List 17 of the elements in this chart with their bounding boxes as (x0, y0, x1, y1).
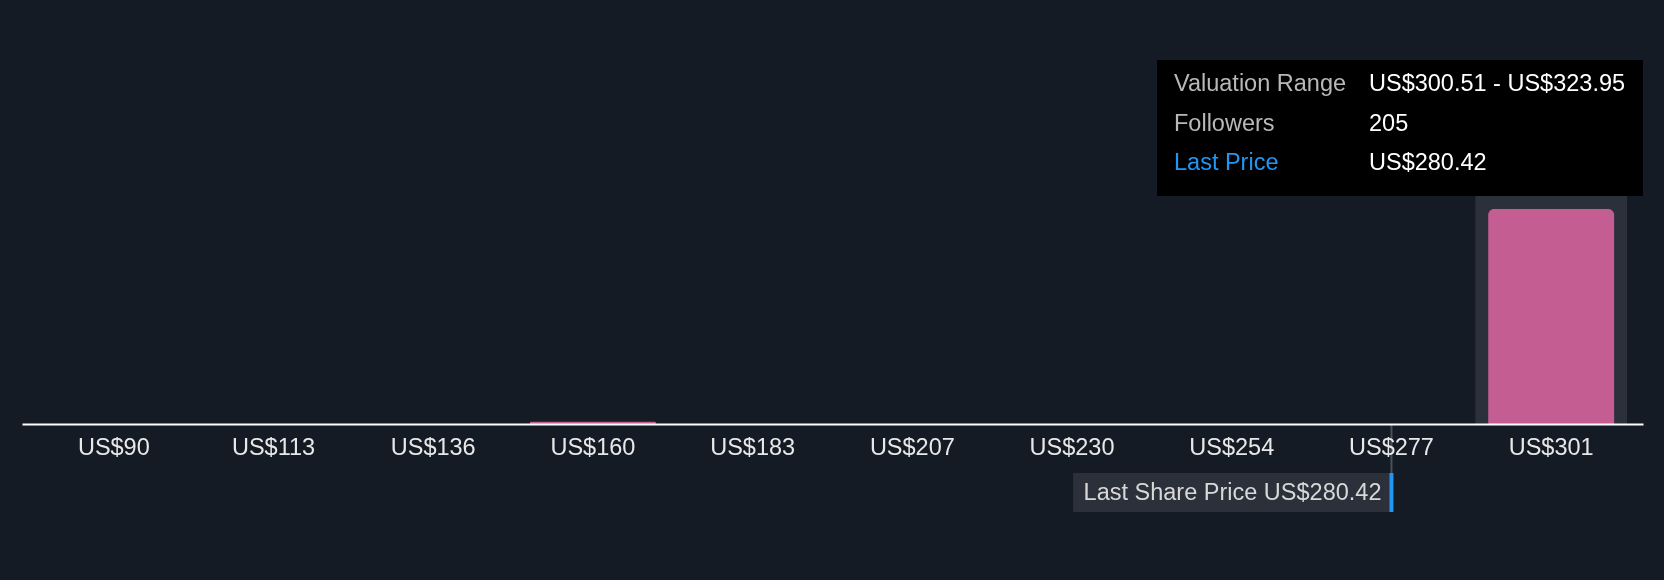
x-tick-label: US$230 (1029, 433, 1115, 460)
text: Last Price (1174, 149, 1279, 175)
x-tick-label: US$277 (1349, 433, 1434, 460)
text: Followers (1174, 109, 1275, 136)
x-tick-label: US$90 (77, 433, 150, 460)
x-tick-label: US$254 (1189, 433, 1275, 460)
text: 205 (1369, 109, 1409, 136)
x-tick-label: US$207 (869, 433, 955, 460)
text: US$300.51 - US$323.95 (1369, 70, 1626, 96)
x-tick-label: US$136 (390, 433, 476, 460)
x-tick-label: US$160 (550, 433, 636, 460)
text: US$280.42 (1369, 149, 1487, 175)
text: Valuation Range (1174, 70, 1347, 96)
x-tick-label: US$301 (1508, 433, 1594, 460)
ref-line-label: Last Share Price US$280.42 (1083, 479, 1382, 505)
x-tick-label: US$113 (231, 433, 316, 460)
x-tick-label: US$183 (710, 433, 796, 460)
